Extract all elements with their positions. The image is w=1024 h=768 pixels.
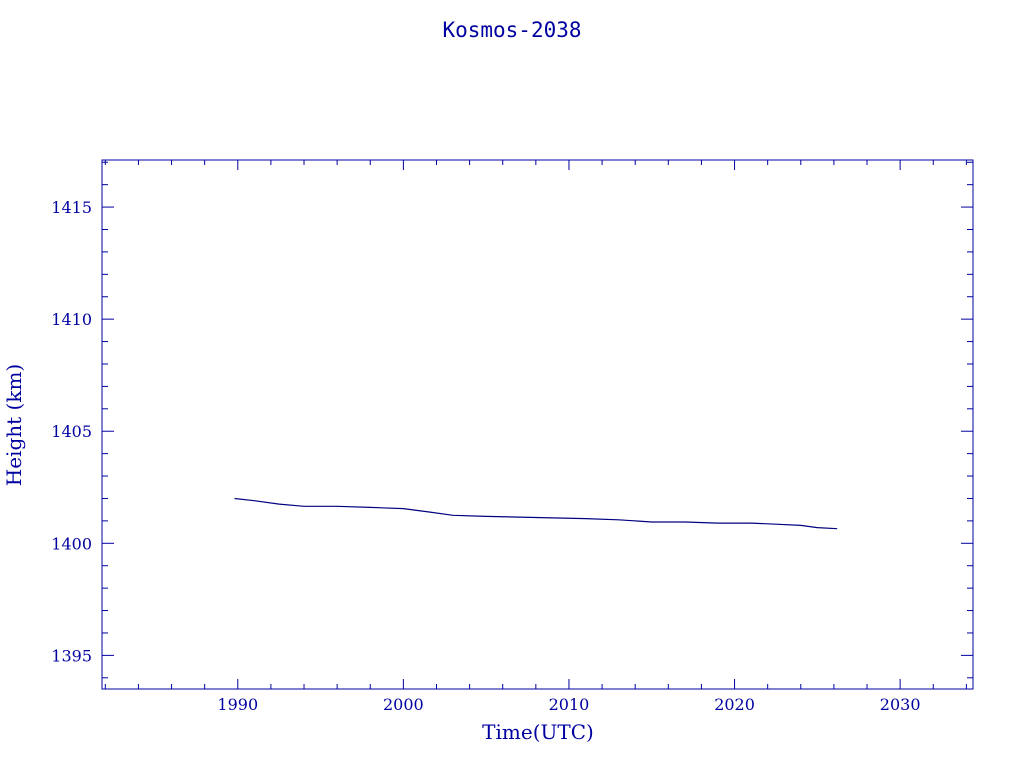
x-tick-labels: 1990 2000 2010 2020 2030	[217, 695, 920, 714]
chart-title: Kosmos-2038	[442, 18, 581, 42]
x-tick-label: 1990	[217, 695, 258, 714]
axis-ticks	[102, 160, 973, 689]
x-tick-label: 2010	[549, 695, 590, 714]
y-tick-label: 1405	[51, 422, 92, 441]
x-tick-label: 2020	[714, 695, 755, 714]
plot-frame	[101, 159, 974, 690]
y-tick-label: 1415	[51, 198, 92, 217]
x-axis-label: Time(UTC)	[482, 720, 594, 744]
y-axis-label: Height (km)	[2, 364, 26, 486]
y-tick-label: 1400	[51, 534, 92, 553]
series-group	[234, 497, 838, 530]
x-tick-label: 2030	[880, 695, 921, 714]
y-tick-label: 1395	[51, 646, 92, 665]
x-tick-label: 2000	[383, 695, 424, 714]
y-tick-label: 1410	[51, 310, 92, 329]
height-series-line	[234, 497, 838, 530]
y-tick-labels: 1395 1400 1405 1410 1415	[51, 198, 92, 665]
